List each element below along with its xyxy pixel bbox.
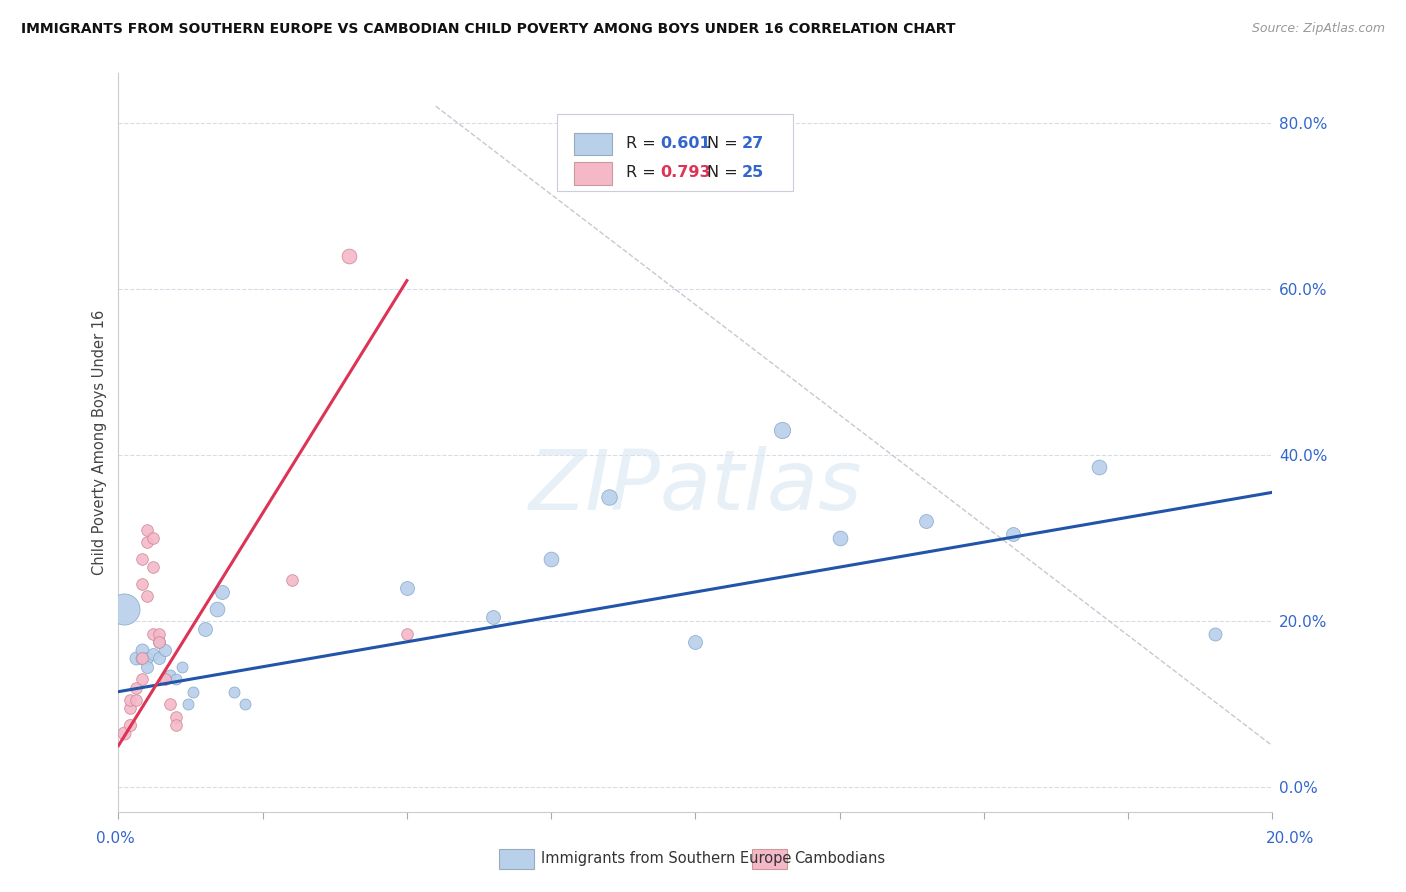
Point	[685, 635, 707, 649]
Point	[159, 668, 181, 682]
Text: 20.0%: 20.0%	[1267, 831, 1315, 846]
Point	[153, 672, 176, 686]
Point	[153, 643, 176, 657]
Text: R =: R =	[626, 136, 661, 151]
Text: Immigrants from Southern Europe: Immigrants from Southern Europe	[541, 851, 792, 865]
FancyBboxPatch shape	[557, 113, 793, 191]
Point	[142, 626, 165, 640]
Point	[131, 672, 153, 686]
Point	[598, 490, 620, 504]
Point	[148, 635, 170, 649]
Point	[183, 684, 205, 698]
Point	[112, 601, 135, 615]
Y-axis label: Child Poverty Among Boys Under 16: Child Poverty Among Boys Under 16	[93, 310, 107, 575]
Point	[118, 701, 141, 715]
Text: N =: N =	[707, 165, 742, 180]
Point	[337, 249, 360, 263]
Point	[118, 718, 141, 732]
Point	[1088, 460, 1111, 475]
Point	[153, 672, 176, 686]
Text: 27: 27	[741, 136, 763, 151]
Point	[125, 693, 148, 707]
Point	[131, 643, 153, 657]
Text: 25: 25	[741, 165, 763, 180]
Point	[118, 693, 141, 707]
Text: Cambodians: Cambodians	[794, 851, 886, 865]
Text: 0.601: 0.601	[661, 136, 711, 151]
Point	[1204, 626, 1226, 640]
Point	[131, 651, 153, 665]
Text: R =: R =	[626, 165, 661, 180]
Text: N =: N =	[707, 136, 742, 151]
Point	[125, 681, 148, 695]
Text: IMMIGRANTS FROM SOUTHERN EUROPE VS CAMBODIAN CHILD POVERTY AMONG BOYS UNDER 16 C: IMMIGRANTS FROM SOUTHERN EUROPE VS CAMBO…	[21, 22, 956, 37]
Point	[131, 651, 153, 665]
Point	[112, 726, 135, 740]
Point	[395, 626, 418, 640]
Point	[125, 651, 148, 665]
Point	[194, 623, 217, 637]
Point	[235, 697, 257, 711]
Point	[170, 659, 193, 673]
Point	[165, 718, 187, 732]
Text: 0.0%: 0.0%	[96, 831, 135, 846]
Text: Source: ZipAtlas.com: Source: ZipAtlas.com	[1251, 22, 1385, 36]
Point	[159, 697, 181, 711]
Point	[1001, 527, 1024, 541]
Text: 0.793: 0.793	[661, 165, 711, 180]
Point	[828, 531, 851, 545]
Point	[280, 573, 302, 587]
Point	[770, 423, 793, 437]
Point	[395, 581, 418, 595]
Point	[211, 585, 233, 599]
Point	[148, 626, 170, 640]
Point	[222, 684, 245, 698]
Point	[142, 648, 165, 662]
Point	[148, 635, 170, 649]
Point	[136, 523, 159, 537]
Point	[131, 551, 153, 566]
Point	[165, 672, 187, 686]
Point	[205, 601, 228, 615]
Point	[176, 697, 198, 711]
Point	[136, 535, 159, 549]
Point	[915, 515, 938, 529]
Point	[482, 610, 505, 624]
Point	[142, 531, 165, 545]
Point	[540, 551, 562, 566]
Point	[136, 659, 159, 673]
Text: ZIPatlas: ZIPatlas	[529, 446, 862, 527]
Point	[165, 709, 187, 723]
FancyBboxPatch shape	[574, 162, 612, 185]
Point	[142, 560, 165, 574]
Point	[131, 576, 153, 591]
FancyBboxPatch shape	[574, 133, 612, 155]
Point	[136, 651, 159, 665]
Point	[136, 589, 159, 603]
Point	[148, 651, 170, 665]
